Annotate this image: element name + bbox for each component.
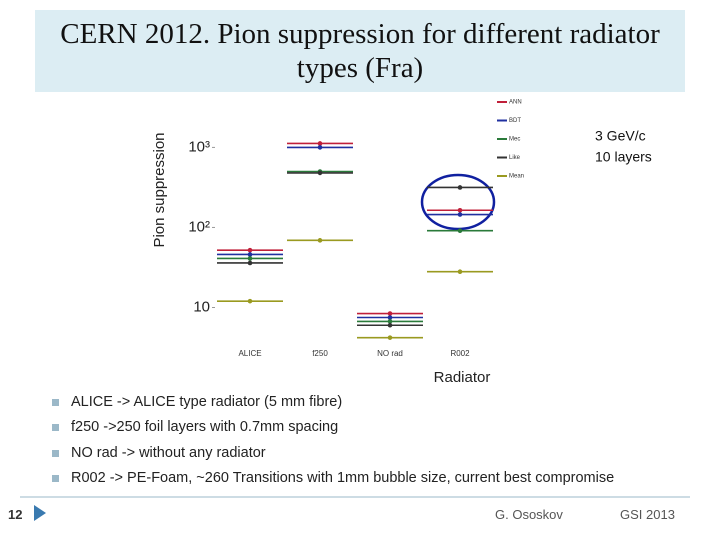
page-number: 12 (8, 507, 23, 522)
marker (387, 315, 393, 320)
marker (317, 238, 323, 243)
marker (247, 256, 253, 261)
legend-label: BDT (509, 118, 521, 124)
bullet-text: NO rad -> without any radiator (71, 445, 266, 461)
marker (457, 212, 463, 217)
marker (317, 170, 323, 176)
bullet-dot (52, 398, 59, 406)
y-axis-label: Pion suppression (151, 132, 168, 247)
marker (387, 322, 393, 328)
annotation: 3 GeV/c (595, 128, 646, 144)
legend-label: Mean (509, 174, 524, 180)
arrow-icon (34, 505, 46, 521)
legend-label: ANN (509, 100, 522, 106)
marker (387, 311, 393, 316)
bullet: NO rad -> without any radiator (52, 445, 266, 461)
x-tick-label: f250 (312, 349, 328, 358)
bullet: R002 -> PE-Foam, ~260 Transitions with 1… (52, 470, 614, 486)
marker (247, 252, 253, 257)
bullet-text: f250 ->250 foil layers with 0.7mm spacin… (71, 419, 339, 435)
bullet-text: ALICE -> ALICE type radiator (5 mm fibre… (71, 394, 343, 410)
x-tick-label: NO rad (377, 349, 403, 358)
marker (317, 145, 323, 150)
bullet: ALICE -> ALICE type radiator (5 mm fibre… (52, 394, 342, 410)
marker (247, 260, 253, 266)
venue: GSI 2013 (620, 507, 675, 522)
bullet-dot (52, 423, 59, 431)
legend-label: Like (509, 155, 521, 161)
marker (457, 228, 463, 234)
marker (387, 335, 393, 340)
y-tick-label: 10³ (188, 138, 210, 155)
title-box: CERN 2012. Pion suppression for differen… (35, 10, 685, 92)
bullet-text: R002 -> PE-Foam, ~260 Transitions with 1… (71, 470, 615, 486)
x-tick-label: ALICE (238, 349, 261, 358)
y-tick-label: 10 (193, 298, 210, 315)
annotation: 10 layers (595, 149, 652, 165)
marker (457, 207, 463, 213)
marker (317, 141, 323, 146)
title: CERN 2012. Pion suppression for differen… (60, 18, 660, 84)
author: G. Ososkov (495, 507, 563, 522)
x-tick-label: R002 (450, 349, 470, 358)
highlight-ellipse (420, 173, 496, 231)
bullet-dot (52, 449, 59, 457)
marker (247, 247, 253, 253)
marker (247, 298, 253, 304)
marker (387, 319, 393, 324)
marker (457, 185, 463, 190)
marker (457, 269, 463, 275)
x-axis-label: Radiator (434, 369, 491, 386)
bullet-dot (52, 474, 59, 482)
legend-label: Mec (509, 137, 520, 143)
y-tick-label: 10² (188, 218, 210, 235)
bullet: f250 ->250 foil layers with 0.7mm spacin… (52, 419, 338, 435)
